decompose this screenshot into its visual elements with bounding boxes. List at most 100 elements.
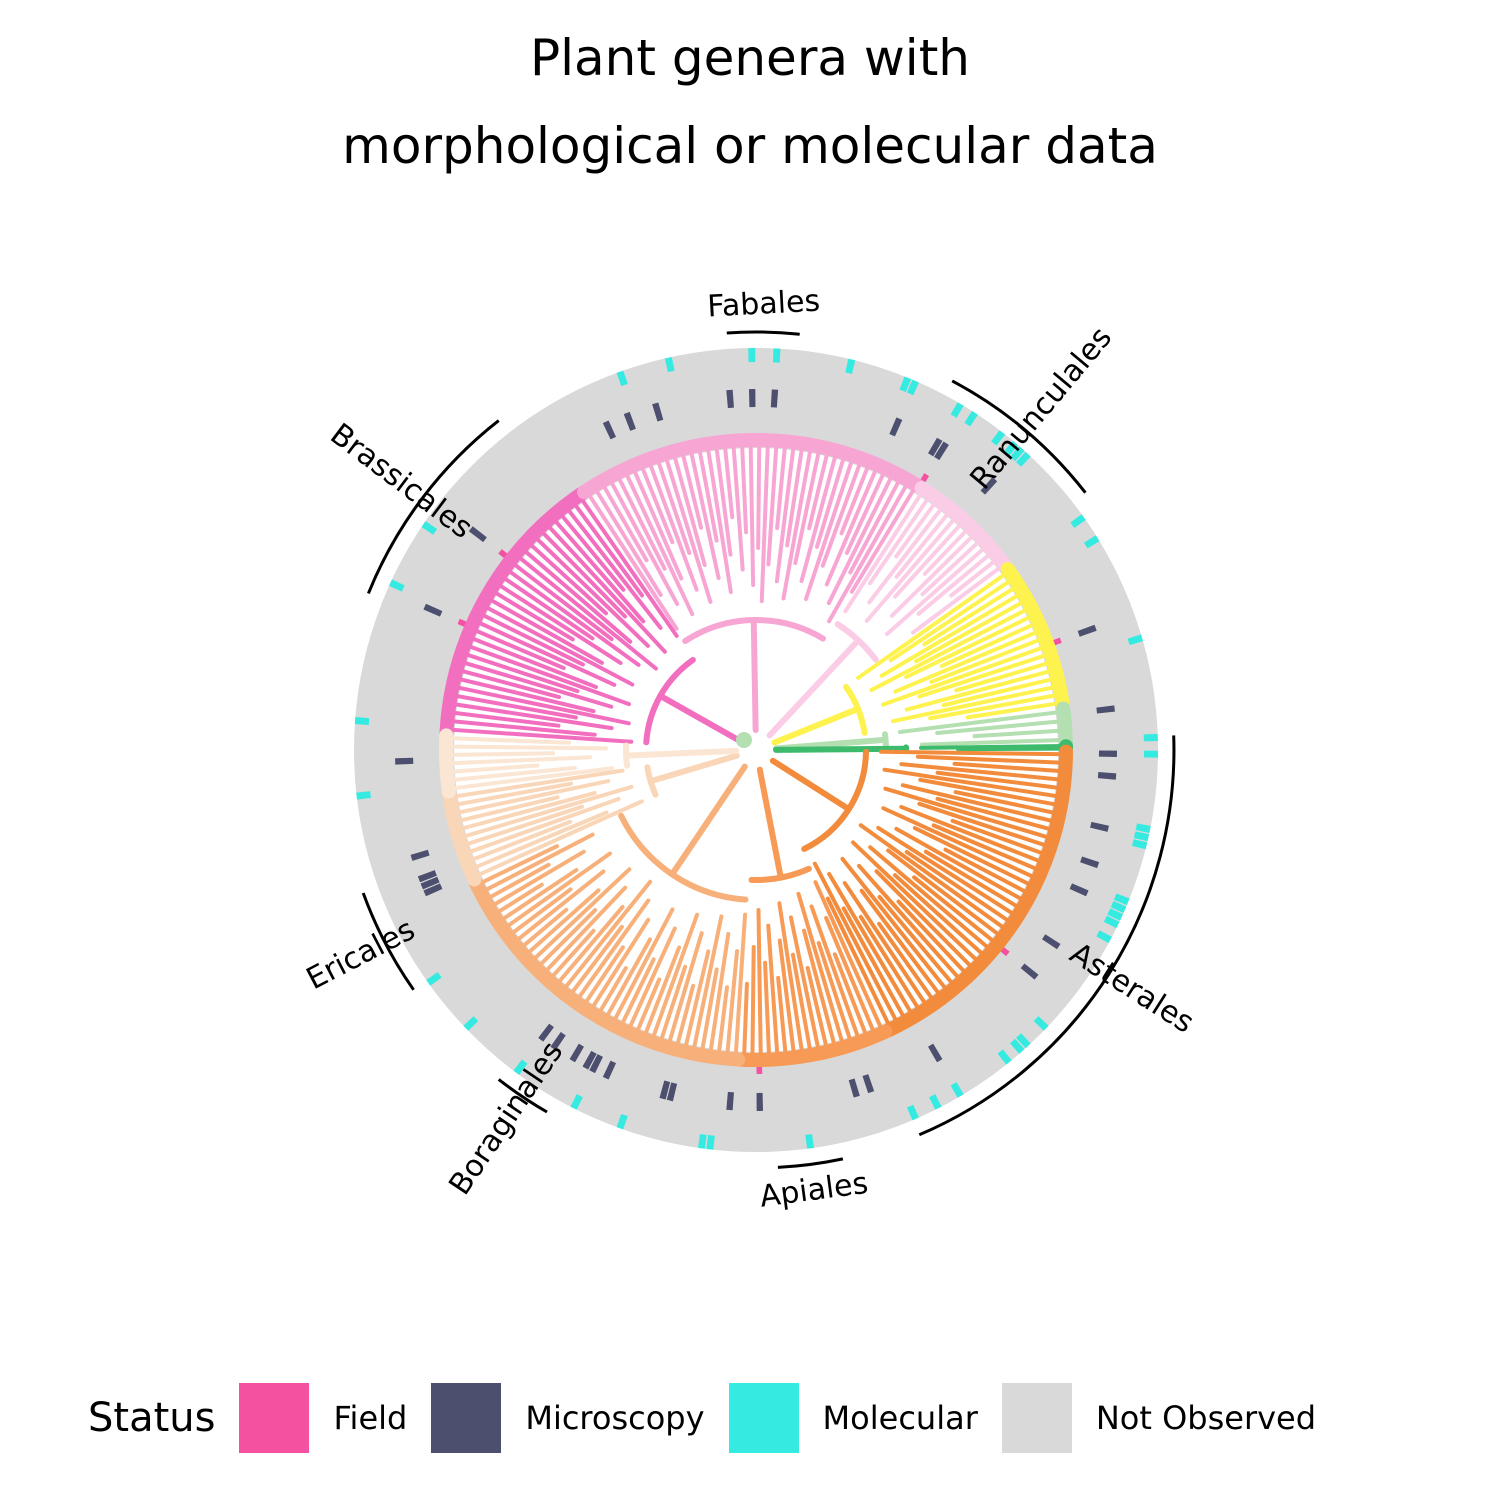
tree-leaf [972, 728, 1068, 739]
clade-arc [801, 748, 869, 852]
tree-leaf [756, 907, 763, 1062]
phylogenetic-tree [438, 432, 1074, 1068]
tree-leaf [580, 945, 625, 1010]
tree-leaf [487, 849, 586, 910]
status-tile-microscopy [602, 420, 617, 440]
clade-ranunculales [766, 481, 1013, 739]
tree-leaf [591, 483, 663, 597]
tree-leaf [869, 605, 1034, 693]
order-arc-asterales [918, 735, 1176, 1137]
clade-tips [1000, 562, 1070, 713]
tree-leaf [584, 488, 679, 631]
tree-leaf [941, 675, 1060, 708]
clade-stem [772, 745, 909, 753]
status-tile-microscopy [1042, 934, 1061, 950]
tree-leaf [447, 768, 625, 800]
clade-tips [438, 728, 456, 799]
tree-leaf [553, 904, 625, 989]
tree-leaf [849, 482, 919, 594]
status-tile-microscopy [602, 1060, 617, 1080]
tree-leaf [950, 818, 1050, 858]
status-tile-microscopy [980, 477, 998, 495]
tree-leaf [867, 492, 933, 586]
status-tile-microscopy [1069, 883, 1089, 897]
tree-leaf [524, 539, 608, 616]
tree-leaf [790, 952, 814, 1058]
tree-leaf [867, 502, 947, 605]
status-tile-microscopy [423, 603, 443, 617]
clade-asterales [769, 744, 1073, 1038]
tree-leaf [805, 965, 830, 1054]
tree-leaf [739, 438, 749, 535]
status-tile-molecular [463, 1016, 479, 1031]
tree-leaf [573, 898, 651, 1005]
tree-root [736, 732, 752, 748]
tree-leaf [530, 532, 651, 648]
tree-leaf [482, 862, 551, 903]
clade-arc [882, 731, 889, 749]
clade-stem [766, 637, 862, 739]
status-tile-molecular [991, 430, 1006, 446]
status-tile-microscopy [862, 1074, 875, 1094]
tree-leaf [910, 562, 1007, 635]
status-tile-molecular [426, 971, 442, 986]
tree-leaf [450, 684, 631, 726]
tree-leaf [766, 923, 780, 1062]
status-tile-microscopy [889, 417, 903, 437]
status-tile-molecular [570, 1094, 583, 1110]
tree-leaf [456, 784, 634, 841]
tree-leaf [917, 801, 1053, 849]
tree-leaf [851, 840, 983, 966]
tree-leaf [939, 620, 1041, 668]
tree-leaf [935, 796, 1058, 833]
tree-leaf [472, 618, 617, 687]
status-tile-molecular [1016, 451, 1031, 467]
tree-leaf [796, 891, 846, 1050]
status-tile-field [498, 549, 512, 561]
tree-leaf [935, 718, 1067, 735]
order-label-ericales: Ericales [301, 912, 421, 997]
tree-leaf [724, 949, 740, 1061]
status-tile-molecular [1133, 831, 1150, 842]
clade-tips [1056, 701, 1073, 750]
tree-leaf [649, 912, 700, 1044]
legend-label-microscopy: Microscopy [525, 1399, 705, 1437]
clade-green [772, 739, 1074, 756]
legend-label-not-observed: Not Observed [1095, 1399, 1317, 1437]
tree-leaf [556, 509, 626, 592]
clade-stem [769, 757, 852, 813]
tree-leaf [577, 493, 679, 638]
tree-leaf [777, 901, 805, 1059]
tree-leaf [444, 755, 593, 766]
tree-leaf [904, 849, 1015, 926]
tree-leaf [493, 580, 623, 665]
tree-leaf [468, 626, 566, 671]
not-observed-band [354, 348, 1158, 1152]
status-tile-molecular [929, 1094, 942, 1110]
tree-leaf [920, 536, 985, 597]
tree-leaf [546, 928, 596, 983]
tree-leaf [785, 441, 805, 548]
status-tile-molecular [845, 358, 856, 375]
status-tile-molecular [1113, 893, 1130, 906]
tree-leaf [841, 906, 909, 1024]
tree-leaf [519, 545, 633, 644]
tree-leaf [445, 765, 577, 783]
tree-leaf [465, 634, 598, 690]
status-tile-molecular [1107, 908, 1123, 921]
status-tile-microscopy [1096, 705, 1115, 714]
tree-leaf [916, 549, 996, 616]
tree-leaf [722, 439, 735, 520]
tree-leaf [824, 462, 880, 587]
tree-leaf [456, 659, 614, 709]
status-tile-molecular [1103, 915, 1120, 929]
tree-leaf [444, 736, 572, 745]
tree-leaf [856, 569, 1012, 680]
tree-leaf [917, 651, 1053, 699]
tree-leaf [464, 819, 573, 864]
tree-leaf [878, 749, 1068, 757]
clade-arc [644, 764, 659, 798]
tree-leaf [820, 456, 864, 568]
tree-leaf [679, 447, 704, 530]
